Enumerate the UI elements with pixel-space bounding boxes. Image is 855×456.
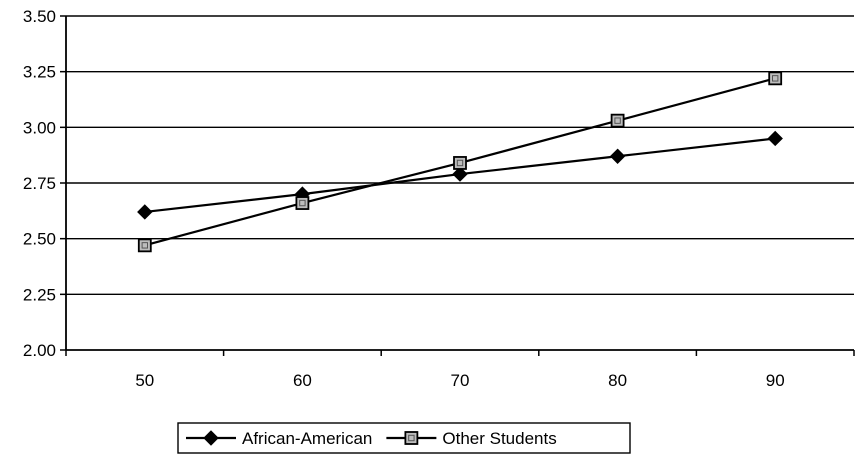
square-marker-body <box>295 196 310 210</box>
square-marker-body <box>610 113 625 128</box>
legend-label: Other Students <box>442 429 556 448</box>
square-marker-body <box>453 156 467 170</box>
grid-lines <box>66 15 854 296</box>
square-marker-inner <box>614 117 621 124</box>
y-tick-label: 2.00 <box>23 341 56 360</box>
legend-item-1: African-American <box>186 429 372 448</box>
y-axis-ticks: 2.00 2.25 2.50 2.75 3.00 3.25 3.50 <box>23 7 66 360</box>
point-diamond <box>137 204 153 220</box>
x-tick-label: 60 <box>293 371 312 390</box>
point-square <box>295 196 310 210</box>
y-tick-label: 2.75 <box>23 174 56 193</box>
x-tick-label: 50 <box>135 371 154 390</box>
point-square <box>404 431 419 445</box>
x-tick-label: 80 <box>608 371 627 390</box>
square-marker-body <box>404 431 419 445</box>
y-tick-label: 3.25 <box>23 63 56 82</box>
y-tick-label: 2.50 <box>23 230 56 249</box>
x-tick-label: 90 <box>766 371 785 390</box>
square-marker-inner <box>408 434 415 442</box>
point-diamond <box>452 166 468 182</box>
legend: African-American Other Students <box>177 422 631 454</box>
y-tick-label: 3.00 <box>23 118 56 137</box>
point-square <box>453 156 467 170</box>
point-diamond <box>609 148 626 164</box>
x-tick-label: 70 <box>451 371 470 390</box>
square-marker-body <box>768 71 783 86</box>
square-marker-body <box>137 238 152 253</box>
point-square <box>137 238 152 253</box>
series-group <box>137 71 783 253</box>
square-marker-inner <box>456 159 464 167</box>
square-marker-inner <box>772 75 779 82</box>
y-tick-label: 2.25 <box>23 285 56 304</box>
series-1 <box>137 130 783 220</box>
point-diamond <box>767 130 783 147</box>
x-axis-ticks: 50 60 70 80 90 <box>65 350 855 390</box>
series-2 <box>137 71 783 253</box>
square-marker-inner <box>299 199 306 207</box>
point-square <box>768 71 783 86</box>
legend-label: African-American <box>242 429 372 448</box>
point-diamond <box>203 430 219 446</box>
y-tick-label: 3.50 <box>23 7 56 26</box>
point-square <box>610 113 625 128</box>
legend-item-2: Other Students <box>386 429 557 448</box>
square-marker-inner <box>141 242 149 249</box>
